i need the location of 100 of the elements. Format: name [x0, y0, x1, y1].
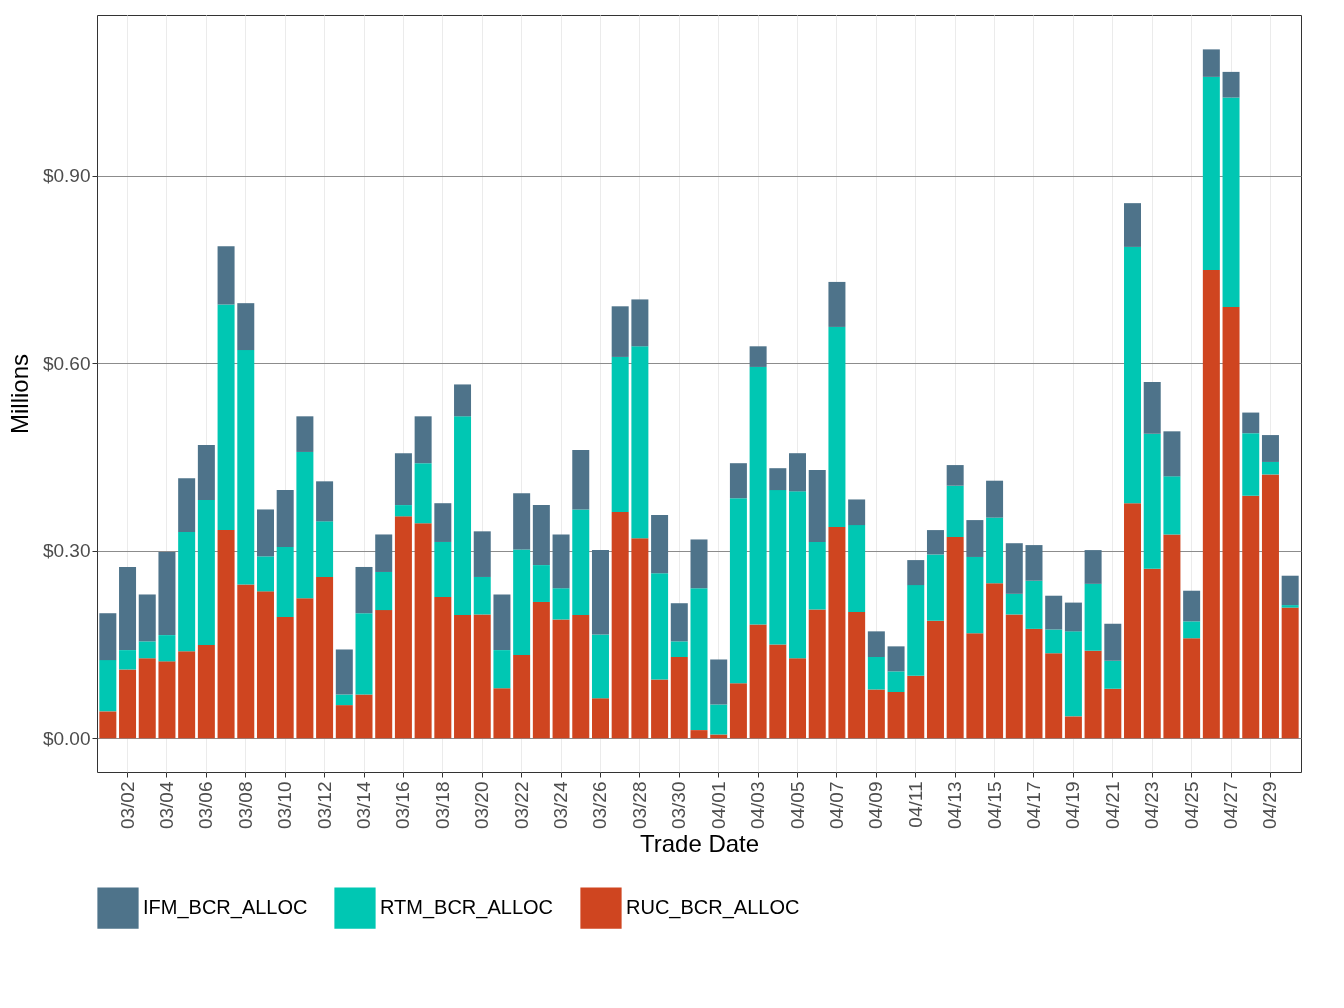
bar: [1163, 431, 1181, 477]
bar: [907, 675, 925, 739]
bar: [532, 565, 550, 602]
bar: [848, 611, 866, 739]
bar: [434, 596, 452, 739]
bar: [1202, 76, 1220, 271]
y-tick-label: $0.90: [42, 165, 91, 187]
bar: [828, 281, 846, 327]
bar: [276, 616, 294, 739]
bar: [789, 453, 807, 492]
bar: [454, 615, 472, 739]
bar: [493, 688, 511, 739]
bar: [651, 679, 669, 739]
bar: [1202, 270, 1220, 739]
bar: [335, 649, 353, 695]
bar: [591, 698, 609, 739]
bar: [926, 620, 944, 739]
x-tick-label: 04/27: [1220, 781, 1242, 830]
bar: [848, 525, 866, 612]
bar: [316, 576, 334, 739]
bar: [493, 650, 511, 689]
bar: [1163, 476, 1181, 535]
bar: [1143, 433, 1161, 569]
bar: [119, 566, 137, 651]
bar: [473, 614, 491, 739]
y-tick-label: $0.00: [42, 727, 91, 749]
bar: [237, 303, 255, 351]
bar: [670, 641, 688, 657]
x-tick-label: 04/09: [865, 781, 887, 830]
bar: [1242, 412, 1260, 434]
bar: [808, 470, 826, 542]
bar: [769, 490, 787, 645]
bar: [1005, 614, 1023, 739]
bar: [473, 531, 491, 577]
bar: [335, 694, 353, 706]
x-tick-label: 04/07: [825, 781, 847, 830]
bar: [217, 530, 235, 739]
bar: [394, 453, 412, 506]
bar: [1281, 605, 1299, 608]
x-tick-label: 04/13: [944, 781, 966, 830]
bar: [1183, 621, 1201, 639]
bar: [789, 658, 807, 739]
bar: [454, 384, 472, 417]
x-tick-label: 04/25: [1180, 781, 1202, 830]
x-tick-label: 03/06: [195, 781, 217, 830]
bar: [1202, 49, 1220, 77]
bar: [296, 598, 314, 739]
bar: [158, 661, 176, 739]
bar: [197, 445, 215, 501]
bar: [493, 594, 511, 651]
bar: [651, 515, 669, 574]
bar: [670, 603, 688, 642]
y-tick-label: $0.30: [42, 540, 91, 562]
bar: [1281, 575, 1299, 606]
y-axis-title: Millions: [5, 353, 33, 435]
bar: [1025, 628, 1043, 739]
bar: [178, 531, 196, 652]
bar: [986, 517, 1004, 584]
bar: [966, 633, 984, 739]
x-tick-label: 04/11: [904, 781, 926, 828]
bar: [178, 651, 196, 739]
x-tick-label: 03/02: [116, 781, 138, 830]
bar: [1104, 688, 1122, 739]
bar: [828, 326, 846, 527]
bar: [946, 536, 964, 739]
bar: [394, 516, 412, 739]
bar: [119, 650, 137, 670]
bar: [867, 689, 885, 739]
bar: [808, 609, 826, 739]
x-tick-label: 03/14: [353, 781, 375, 830]
bar: [710, 659, 728, 705]
bar: [591, 634, 609, 699]
bar: [552, 619, 570, 739]
bar: [611, 356, 629, 512]
bar: [473, 576, 491, 615]
bar: [513, 493, 531, 550]
bar: [926, 530, 944, 555]
bar: [296, 416, 314, 452]
bar: [887, 691, 905, 739]
bar: [276, 546, 294, 617]
x-tick-label: 04/23: [1141, 781, 1163, 830]
bar: [99, 711, 117, 739]
bar: [1025, 545, 1043, 581]
bar: [414, 523, 432, 739]
bar: [316, 481, 334, 522]
x-tick-label: 03/28: [628, 781, 650, 830]
bar: [1222, 306, 1240, 739]
bar: [631, 299, 649, 347]
bar: [138, 641, 156, 659]
bar: [907, 585, 925, 676]
bar: [1084, 650, 1102, 739]
bar: [513, 549, 531, 656]
bar: [414, 463, 432, 524]
bar: [217, 304, 235, 531]
bar: [552, 588, 570, 620]
bar: [513, 655, 531, 739]
bar: [1143, 568, 1161, 739]
bar: [1261, 474, 1279, 739]
bar: [591, 550, 609, 635]
bar: [631, 346, 649, 539]
